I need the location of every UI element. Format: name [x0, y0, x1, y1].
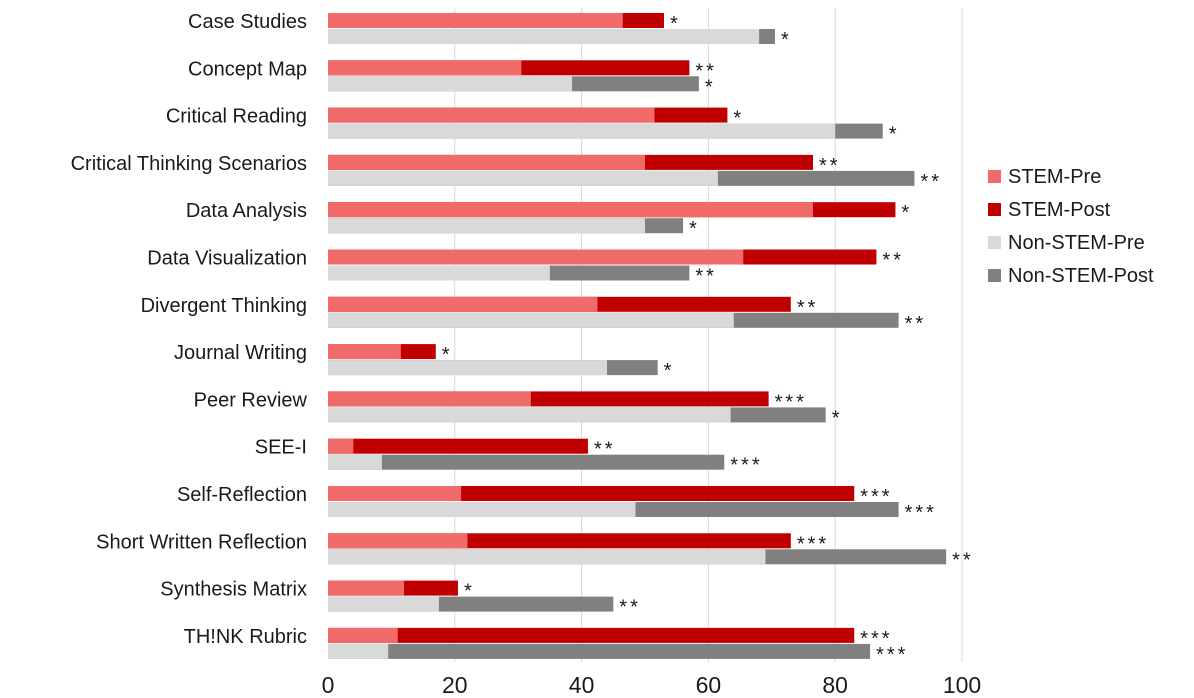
legend-label: STEM-Post: [1008, 199, 1111, 221]
bar-nonstem-pre: [328, 312, 734, 328]
legend-label: STEM-Pre: [1008, 166, 1101, 188]
bars: [328, 13, 947, 659]
category-label: Critical Reading: [166, 106, 307, 128]
bar-nonstem-pre: [328, 549, 766, 565]
significance-nonstem: *: [689, 218, 700, 240]
bar-stem-post: [328, 438, 588, 454]
bar-stem-post: [328, 627, 855, 643]
legend-swatch: [988, 236, 1001, 249]
significance-stem: **: [819, 155, 841, 177]
bar-stem-pre: [328, 202, 814, 218]
x-axis-ticks: 0 20 40 60 80 100: [322, 672, 982, 698]
significance-stem: ***: [860, 486, 892, 508]
bar-nonstem-pre: [328, 265, 550, 281]
bar-nonstem-post: [328, 643, 871, 659]
category-label: Case Studies: [188, 11, 307, 33]
bar-stem-pre: [328, 438, 354, 454]
significance-stem: ***: [860, 628, 892, 650]
category-label: Concept Map: [188, 58, 307, 80]
bar-stem-pre: [328, 249, 744, 265]
bar-nonstem-pre: [328, 76, 573, 92]
significance-nonstem: ***: [905, 502, 937, 524]
bar-stem-pre: [328, 154, 645, 170]
significance-nonstem: **: [952, 549, 974, 571]
significance-nonstem: ***: [876, 644, 908, 666]
x-tick-label: 60: [696, 672, 722, 698]
category-label: Journal Writing: [174, 342, 307, 364]
category-labels: Case Studies Concept Map Critical Reading C…: [71, 11, 308, 648]
x-tick-label: 20: [442, 672, 468, 698]
bar-stem-pre: [328, 486, 462, 501]
bar-nonstem-pre: [328, 643, 389, 659]
legend-swatch: [988, 170, 1001, 183]
category-label: Data Analysis: [186, 200, 307, 222]
significance-stem: *: [901, 202, 912, 224]
significance-stem: *: [464, 581, 475, 603]
bar-nonstem-pre: [328, 407, 731, 423]
significance-nonstem: **: [905, 313, 927, 335]
category-label: Synthesis Matrix: [160, 579, 307, 601]
bar-nonstem-pre: [328, 360, 607, 376]
bar-stem-pre: [328, 580, 405, 596]
x-tick-label: 100: [943, 672, 981, 698]
category-label: Data Visualization: [147, 248, 307, 270]
significance-stem: *: [733, 108, 744, 130]
bar-stem-pre: [328, 107, 655, 123]
category-label: Peer Review: [194, 389, 308, 411]
significance-nonstem: ***: [730, 455, 762, 477]
bar-nonstem-pre: [328, 454, 382, 470]
bar-nonstem-pre: [328, 123, 836, 139]
bar-nonstem-pre: [328, 170, 718, 186]
x-tick-label: 40: [569, 672, 595, 698]
significance-nonstem: *: [832, 407, 843, 429]
category-label: Divergent Thinking: [141, 295, 307, 317]
bar-stem-pre: [328, 344, 401, 360]
bar-stem-pre: [328, 533, 468, 549]
significance-stem: **: [797, 297, 819, 319]
significance-stem: *: [670, 13, 681, 35]
category-label: Short Written Reflection: [96, 531, 307, 553]
x-tick-label: 80: [822, 672, 848, 698]
category-label: TH!NK Rubric: [184, 626, 307, 648]
category-label: Self-Reflection: [177, 484, 307, 506]
significance-nonstem: **: [920, 171, 942, 193]
legend: STEM-Pre STEM-Post Non-STEM-Pre Non-STEM-Po…: [988, 166, 1154, 287]
bar-nonstem-pre: [328, 596, 439, 612]
legend-label: Non-STEM-Pre: [1008, 232, 1145, 254]
bar-nonstem-pre: [328, 29, 760, 44]
legend-swatch: [988, 203, 1001, 216]
bar-stem-pre: [328, 391, 531, 407]
significance-nonstem: *: [705, 76, 716, 98]
bar-nonstem-post: [328, 454, 725, 470]
significance-nonstem: **: [619, 597, 641, 619]
significance-stem: ***: [797, 533, 829, 555]
significance-stem: **: [594, 439, 616, 461]
bar-stem-pre: [328, 13, 623, 28]
category-label: SEE-I: [255, 437, 307, 459]
legend-swatch: [988, 269, 1001, 282]
significance-stem: **: [882, 250, 904, 272]
legend-label: Non-STEM-Post: [1008, 265, 1154, 287]
significance-nonstem: *: [889, 124, 900, 146]
bar-stem-pre: [328, 60, 522, 76]
significance-labels: ****************************************…: [442, 13, 974, 666]
bar-nonstem-pre: [328, 218, 645, 234]
significance-nonstem: *: [664, 360, 675, 382]
bar-stem-pre: [328, 296, 598, 312]
bar-stem-pre: [328, 627, 398, 643]
significance-nonstem: **: [695, 266, 717, 288]
significance-stem: *: [442, 344, 453, 366]
category-label: Critical Thinking Scenarios: [71, 153, 307, 175]
significance-stem: ***: [775, 391, 807, 413]
significance-nonstem: *: [781, 29, 792, 51]
bar-nonstem-pre: [328, 502, 636, 517]
x-tick-label: 0: [322, 672, 335, 698]
significance-stem: **: [695, 60, 717, 82]
